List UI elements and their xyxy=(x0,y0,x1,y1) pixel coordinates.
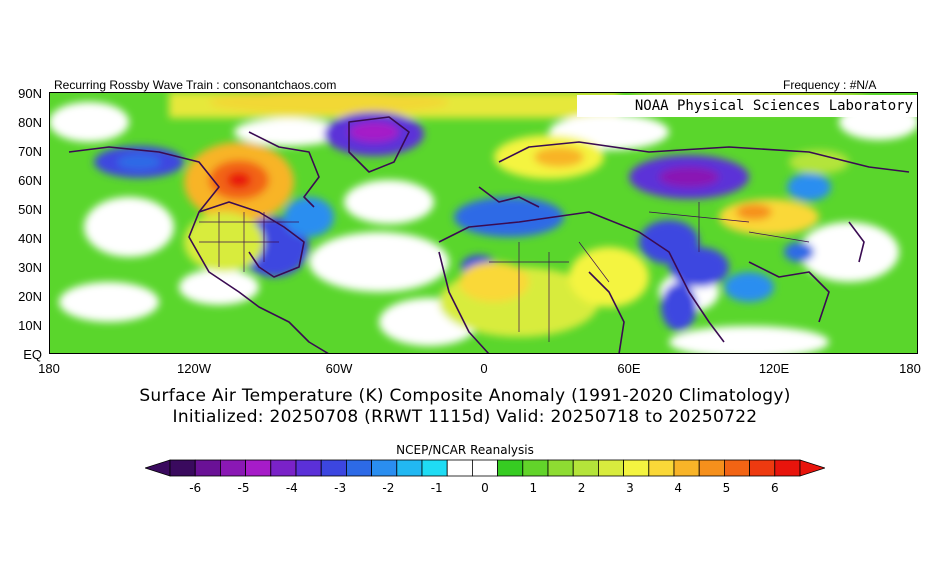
lat-label: 10N xyxy=(18,318,42,333)
colorbar-swatch xyxy=(320,459,347,477)
colorbar-swatch xyxy=(522,459,549,477)
colorbar-swatch xyxy=(345,459,372,477)
colorbar-swatch xyxy=(220,459,247,477)
colorbar-swatch xyxy=(471,459,498,477)
colorbar-swatch xyxy=(774,459,801,477)
lon-label: 60E xyxy=(617,361,641,376)
colorbar-title: NCEP/NCAR Reanalysis xyxy=(396,443,534,457)
colorbar-tick-label: 4 xyxy=(674,481,683,495)
colorbar-tick-label: 3 xyxy=(626,481,634,495)
colorbar-swatch xyxy=(749,459,776,477)
lon-label: 180 xyxy=(899,361,921,376)
lat-label: 40N xyxy=(18,231,42,246)
colorbar-swatch xyxy=(270,459,297,477)
colorbar-tick-label: -1 xyxy=(430,481,443,495)
colorbar-swatch xyxy=(396,459,423,477)
lon-label: 0 xyxy=(480,361,488,376)
anomaly-map xyxy=(49,92,918,354)
colorbar-swatch xyxy=(698,459,725,477)
header-frequency-label: Frequency : #N/A xyxy=(783,78,877,92)
colorbar-swatch xyxy=(245,459,272,477)
lon-label: 180 xyxy=(38,361,60,376)
map-subtitle: Initialized: 20250708 (RRWT 1115d) Valid… xyxy=(172,407,758,427)
lat-label: 60N xyxy=(18,173,42,188)
colorbar-swatch xyxy=(673,459,700,477)
colorbar-swatch xyxy=(597,459,624,477)
colorbar-swatch xyxy=(724,459,751,477)
header-source-label: Recurring Rossby Wave Train : consonantc… xyxy=(54,78,337,92)
lat-label: 90N xyxy=(18,86,42,101)
lat-label: EQ xyxy=(23,347,42,362)
colorbar-tick-label: 5 xyxy=(722,481,731,495)
colorbar-tick-label: -6 xyxy=(189,481,202,495)
lat-label: 70N xyxy=(18,144,42,159)
colorbar-arrow-high xyxy=(799,459,825,477)
colorbar-swatch xyxy=(295,459,322,477)
lat-label: 30N xyxy=(18,260,42,275)
lon-label: 120W xyxy=(177,361,211,376)
colorbar-tick-label: -3 xyxy=(334,481,347,495)
colorbar-swatch xyxy=(572,459,599,477)
colorbar xyxy=(145,459,825,477)
lon-label: 60W xyxy=(325,361,353,376)
colorbar-swatch xyxy=(169,459,196,477)
colorbar-swatch xyxy=(497,459,524,477)
colorbar-swatch xyxy=(371,459,398,477)
colorbar-tick-label: -2 xyxy=(382,481,395,495)
lon-label: 120E xyxy=(758,361,790,376)
colorbar-swatch xyxy=(547,459,574,477)
colorbar-tick-label: -4 xyxy=(285,481,298,495)
colorbar-swatch xyxy=(421,459,448,477)
colorbar-swatch xyxy=(446,459,473,477)
lat-label: 50N xyxy=(18,202,42,217)
colorbar-swatch xyxy=(194,459,221,477)
lat-label: 20N xyxy=(18,289,42,304)
map-title: Surface Air Temperature (K) Composite An… xyxy=(139,386,791,406)
colorbar-tick-label: 6 xyxy=(770,481,779,495)
lab-label: NOAA Physical Sciences Laboratory xyxy=(577,95,917,117)
lat-label: 80N xyxy=(18,115,42,130)
colorbar-tick-label: -5 xyxy=(237,481,250,495)
colorbar-swatch xyxy=(648,459,675,477)
colorbar-arrow-low xyxy=(145,459,171,477)
colorbar-swatch xyxy=(623,459,650,477)
colorbar-tick-label: 0 xyxy=(481,481,489,495)
colorbar-tick-label: 2 xyxy=(577,481,586,495)
colorbar-tick-label: 1 xyxy=(529,481,538,495)
